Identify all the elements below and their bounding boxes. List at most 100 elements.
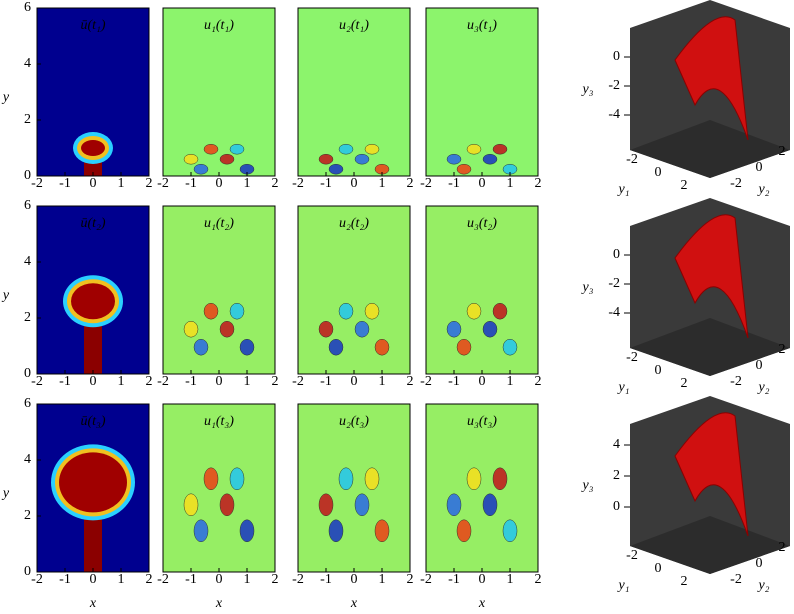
panel: ū(t₁) -2 -1 0 1 2 0 2 4 6 y xyxy=(1,0,153,191)
x-tick-label: -1 xyxy=(320,374,332,389)
x-tick-label: 0 xyxy=(479,176,486,191)
x-tick-label: 2 xyxy=(535,176,542,191)
mode-blob xyxy=(466,302,482,320)
mode-blob xyxy=(203,302,219,320)
x-tick-label: -1 xyxy=(185,374,197,389)
panel: u₃(t₃) -2 -1 0 1 2 x xyxy=(420,403,542,611)
y1-tick-label: -2 xyxy=(626,152,638,167)
mode-blob xyxy=(482,320,498,338)
x-tick-label: -2 xyxy=(157,176,169,191)
mode-blob xyxy=(374,519,390,543)
field xyxy=(298,206,410,374)
panel-title: u₃(t₁) xyxy=(467,18,497,33)
x-tick-label: 1 xyxy=(244,572,251,587)
y2-tick-label: 0 xyxy=(756,358,763,373)
x-tick-label: 0 xyxy=(216,374,223,389)
z-tick-label: -2 xyxy=(608,276,620,291)
y2-axis-label: y₂ xyxy=(756,578,769,593)
panel-title: u₂(t₂) xyxy=(339,216,369,231)
mode-blob xyxy=(183,320,199,338)
y1-tick-label: 0 xyxy=(655,561,662,576)
mode-blob xyxy=(219,493,235,517)
x-tick-label: 1 xyxy=(507,374,514,389)
mode-blob xyxy=(183,493,199,517)
x-tick-label: -1 xyxy=(448,176,460,191)
x-tick-label: 2 xyxy=(407,176,414,191)
mode-blob xyxy=(482,153,498,165)
x-tick-label: -1 xyxy=(185,572,197,587)
box-floor xyxy=(630,120,790,178)
field xyxy=(298,404,410,572)
mode-blob xyxy=(338,302,354,320)
x-tick-label: 2 xyxy=(407,374,414,389)
z-tick-label: 0 xyxy=(613,499,620,514)
y2-tick-label: -2 xyxy=(730,374,742,389)
y1-tick-label: 0 xyxy=(655,363,662,378)
x-tick-label: 0 xyxy=(216,176,223,191)
x-tick-label: 1 xyxy=(118,176,125,191)
box-floor xyxy=(630,516,790,574)
mode-blob xyxy=(328,519,344,543)
panel-title: u₁(t₂) xyxy=(204,216,234,231)
x-tick-label: -1 xyxy=(59,572,71,587)
z-tick-label: 2 xyxy=(613,468,620,483)
mode-blob xyxy=(318,153,334,165)
y2-tick-label: 0 xyxy=(756,160,763,175)
panel: u₁(t₁) -2 -1 0 1 2 xyxy=(157,7,279,191)
x-tick-label: 2 xyxy=(146,572,153,587)
mode-blob xyxy=(183,153,199,165)
x-axis-label: x xyxy=(89,596,97,611)
mode-blob xyxy=(374,338,390,356)
mode-blob xyxy=(502,519,518,543)
x-tick-label: 1 xyxy=(118,374,125,389)
mode-blob xyxy=(364,302,380,320)
panel: u₁(t₂) -2 -1 0 1 2 xyxy=(157,205,279,389)
x-tick-label: 1 xyxy=(507,176,514,191)
x-tick-label: -2 xyxy=(31,176,43,191)
y-tick-label: 0 xyxy=(24,564,31,579)
mode-blob xyxy=(466,143,482,155)
x-tick-label: 0 xyxy=(479,374,486,389)
panel: ū(t₂) -2 -1 0 1 2 0 2 4 6 y xyxy=(1,198,153,389)
y2-tick-label: 2 xyxy=(779,342,786,357)
panel-title: u₃(t₂) xyxy=(467,216,497,231)
y1-tick-label: 0 xyxy=(655,165,662,180)
y2-tick-label: 2 xyxy=(779,540,786,555)
mode-blob xyxy=(456,519,472,543)
x-tick-label: 1 xyxy=(507,572,514,587)
mode-blob xyxy=(193,338,209,356)
x-tick-label: -2 xyxy=(420,176,432,191)
x-tick-label: 1 xyxy=(379,374,386,389)
plume-cap xyxy=(59,452,127,513)
mode-blob xyxy=(229,143,245,155)
x-tick-label: 1 xyxy=(118,572,125,587)
embedding-3d: 4 2 0 y₃ -2 0 2 -2 0 2 y₁ y₂ xyxy=(580,396,790,593)
mode-blob xyxy=(354,320,370,338)
x-axis-label: x xyxy=(350,596,358,611)
mode-blob xyxy=(492,143,508,155)
mode-blob xyxy=(239,519,255,543)
mode-blob xyxy=(318,493,334,517)
panel-title: u₁(t₁) xyxy=(204,18,234,33)
field xyxy=(426,206,538,374)
x-tick-label: 1 xyxy=(379,572,386,587)
mode-blob xyxy=(229,302,245,320)
panel: u₂(t₁) -2 -1 0 1 2 xyxy=(292,7,414,191)
z-tick-label: 0 xyxy=(613,247,620,262)
panel-title: ū(t₁) xyxy=(80,18,105,33)
x-tick-label: 1 xyxy=(244,176,251,191)
y-tick-label: 6 xyxy=(24,0,31,15)
panel: u₁(t₃) -2 -1 0 1 2 x xyxy=(157,403,279,611)
x-tick-label: -2 xyxy=(31,572,43,587)
mode-blob xyxy=(338,143,354,155)
mode-blob xyxy=(203,143,219,155)
x-tick-label: -2 xyxy=(420,374,432,389)
x-tick-label: -1 xyxy=(59,176,71,191)
x-axis-label: x xyxy=(215,596,223,611)
mode-blob xyxy=(364,143,380,155)
x-tick-label: 0 xyxy=(216,572,223,587)
x-tick-label: 2 xyxy=(407,572,414,587)
field xyxy=(426,8,538,176)
x-tick-label: -2 xyxy=(420,572,432,587)
